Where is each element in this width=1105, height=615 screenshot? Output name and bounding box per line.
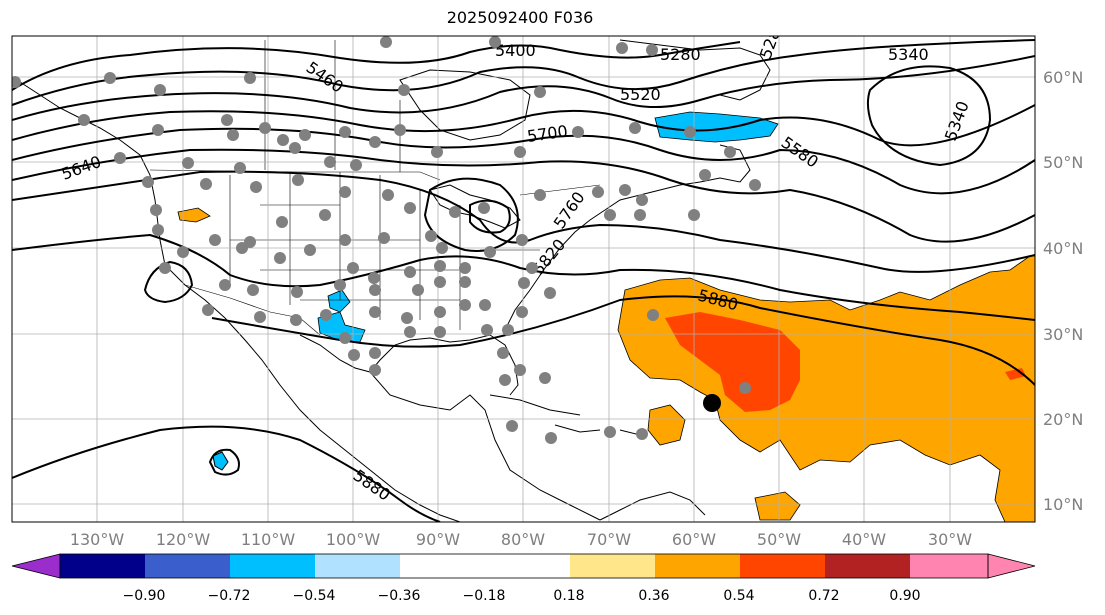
colorbar-max-extend bbox=[987, 553, 1036, 579]
contour-label: 5400 bbox=[495, 41, 536, 60]
lat-label: 10°N bbox=[1043, 495, 1083, 514]
colorbar-tick-label: 0.18 bbox=[553, 588, 584, 604]
contour-closed-high-atlantic bbox=[866, 65, 992, 167]
lat-label: 20°N bbox=[1043, 410, 1083, 429]
colorbar-segment bbox=[400, 554, 485, 578]
contour-5760 bbox=[12, 170, 1035, 273]
colorbar-tick-label: −0.54 bbox=[293, 588, 336, 604]
map-title: 2025092400 F036 bbox=[446, 8, 594, 27]
red-region bbox=[665, 312, 800, 412]
colorbar-tick-label: −0.90 bbox=[123, 588, 166, 604]
orange-region-south bbox=[647, 404, 686, 446]
lon-label: 30°W bbox=[928, 530, 972, 549]
latitude-labels: 60°N 50°N 40°N 30°N 20°N 10°N bbox=[1043, 68, 1083, 514]
lon-label: 60°W bbox=[672, 530, 716, 549]
contour-label: 5280 bbox=[660, 45, 701, 64]
gulf-coast bbox=[299, 334, 519, 396]
colorbar-tick-label: 0.36 bbox=[638, 588, 669, 604]
colorbar-segment bbox=[910, 554, 988, 578]
colorbar-tick-label: 0.90 bbox=[889, 588, 920, 604]
state-lines bbox=[229, 172, 540, 330]
lon-label: 90°W bbox=[416, 530, 460, 549]
lon-label: 120°W bbox=[156, 530, 211, 549]
blue-region-pacific bbox=[212, 451, 229, 471]
contour-5700 bbox=[12, 148, 1035, 243]
lon-label: 80°W bbox=[501, 530, 545, 549]
colorbar-segment bbox=[60, 554, 145, 578]
colorbar-tick-label: 0.54 bbox=[723, 588, 754, 604]
contour-5400 bbox=[12, 41, 741, 91]
map-frame bbox=[11, 35, 1036, 523]
colorbar-tick-label: −0.72 bbox=[208, 588, 251, 604]
lat-label: 30°N bbox=[1043, 325, 1083, 344]
height-contours bbox=[12, 39, 1035, 522]
storm-center-marker bbox=[703, 394, 721, 412]
lon-label: 130°W bbox=[70, 530, 125, 549]
contour-5520 bbox=[12, 55, 1035, 121]
colorbar: −0.90 −0.72 −0.54 −0.36 −0.18 0.18 0.36 … bbox=[11, 553, 1036, 604]
lon-label: 50°W bbox=[757, 530, 801, 549]
contour-5820 bbox=[12, 233, 1035, 321]
colorbar-tick-label: 0.72 bbox=[808, 588, 839, 604]
lat-label: 40°N bbox=[1043, 239, 1083, 258]
contour-closed-pacific bbox=[208, 448, 240, 476]
contour-5580 bbox=[12, 104, 1035, 147]
colorbar-segment bbox=[825, 554, 910, 578]
colorbar-tick-label: −0.36 bbox=[378, 588, 421, 604]
orange-region-west bbox=[177, 207, 211, 223]
contour-5460 bbox=[12, 39, 1035, 106]
lon-label: 70°W bbox=[587, 530, 631, 549]
colorbar-segment bbox=[145, 554, 230, 578]
hudson-bay bbox=[399, 69, 531, 141]
lat-label: 50°N bbox=[1043, 153, 1083, 172]
positive-anomaly-field bbox=[177, 207, 1035, 522]
lon-label: 40°W bbox=[842, 530, 886, 549]
red-region-small bbox=[1005, 368, 1026, 380]
blue-region-texas-north bbox=[327, 289, 351, 313]
yucatan-central-america bbox=[369, 371, 601, 521]
greenland-coast bbox=[619, 39, 771, 101]
colorbar-min-extend bbox=[11, 553, 61, 579]
contour-closed-lakes-inner bbox=[469, 199, 511, 234]
lon-label: 110°W bbox=[241, 530, 296, 549]
colorbar-segment bbox=[740, 554, 825, 578]
colorbar-segment bbox=[315, 554, 400, 578]
orange-region-southeast bbox=[754, 491, 801, 521]
contour-label: 5340 bbox=[888, 45, 929, 64]
contour-5880-south bbox=[12, 425, 441, 522]
colorbar-segment bbox=[570, 554, 655, 578]
contour-closed-low-lakes bbox=[423, 177, 519, 252]
colorbar-segment bbox=[230, 554, 315, 578]
colorbar-tick-label: −0.18 bbox=[463, 588, 506, 604]
colorbar-segment bbox=[485, 554, 570, 578]
south-america-north bbox=[599, 491, 706, 521]
north-america-west-coast bbox=[19, 81, 461, 522]
colorbar-segment bbox=[655, 554, 740, 578]
contour-label: 5520 bbox=[620, 85, 661, 104]
longitude-labels: 130°W 120°W 110°W 100°W 90°W 80°W 70°W 6… bbox=[70, 530, 972, 549]
lat-label: 60°N bbox=[1043, 68, 1083, 87]
station-markers bbox=[12, 36, 761, 444]
colorbar-frame bbox=[59, 553, 989, 579]
lon-label: 100°W bbox=[326, 530, 381, 549]
us-mexico-border bbox=[184, 284, 321, 336]
